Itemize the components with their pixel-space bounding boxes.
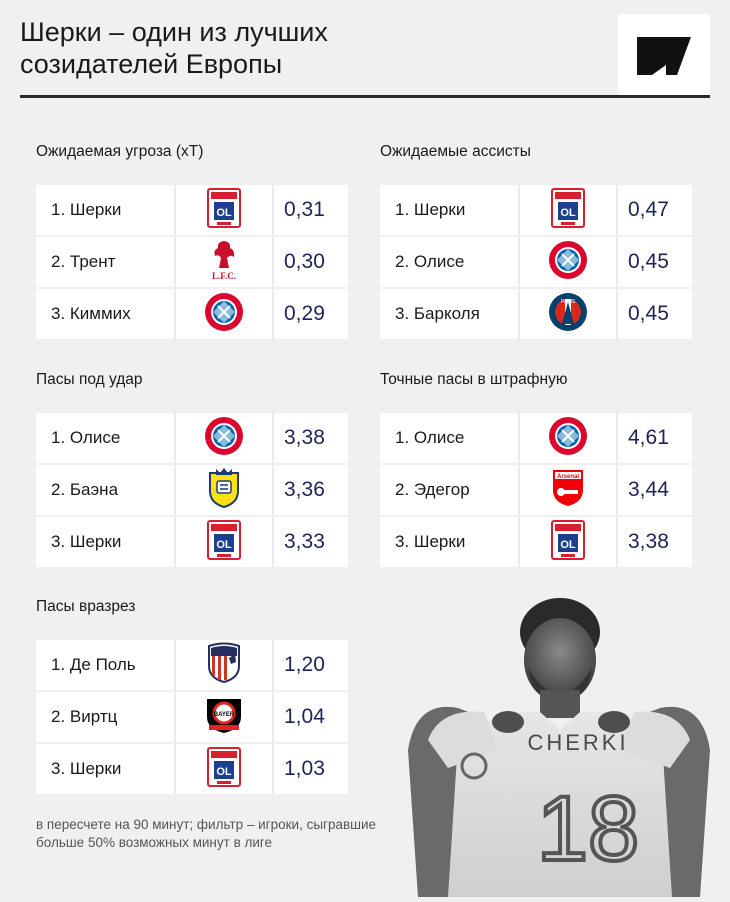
player-name: 1. Де Поль [51,655,136,674]
footnote: в пересчете на 90 минут; фильтр – игроки… [36,817,377,850]
table-row: 1. Олисе 3,38 [36,413,348,463]
club-cell: OL [174,185,274,235]
page-title: Шерки – один из лучших созидателей Европ… [20,17,328,79]
svg-text:PARIS: PARIS [561,299,576,305]
stat-value: 3,33 [284,530,325,553]
club-cell: OL [518,185,618,235]
svg-text:OL: OL [216,766,232,778]
club-cell: L.F.C. [174,237,274,287]
player-name: 3. Шерки [51,532,122,551]
liverpool-logo: L.F.C. [209,238,239,287]
table-row: 2. Эдегор Arsenal 3,44 [380,465,692,515]
villarreal-logo [206,467,242,514]
section-title-box-passes: Точные пасы в штрафную [380,371,568,388]
bayern-logo [548,240,588,285]
stat-value: 4,61 [628,426,669,449]
club-cell: OL [174,744,274,794]
bayern-logo [548,416,588,461]
stat-value: 3,36 [284,478,325,501]
svg-text:Arsenal: Arsenal [557,474,579,480]
stat-value: 0,29 [284,302,325,325]
section-title-xa: Ожидаемые ассисты [380,143,531,160]
brand-logo-icon [637,37,691,75]
stat-value: 0,45 [628,302,669,325]
stat-value: 3,38 [628,530,669,553]
brand-logo [618,14,710,98]
bayern-logo [204,292,244,337]
stat-value: 0,45 [628,250,669,273]
table-row: 3. Шерки OL 1,03 [36,744,348,794]
stat-value: 0,30 [284,250,325,273]
stat-value: 0,31 [284,198,325,221]
player-name: 3. Барколя [395,304,480,323]
player-name: 1. Олисе [51,428,121,447]
club-cell [174,413,274,463]
club-cell [518,237,618,287]
section-title-xt: Ожидаемая угроза (xT) [36,143,204,160]
stat-value: 3,44 [628,478,669,501]
table-row: 2. Баэна 3,36 [36,465,348,515]
stat-value: 0,47 [628,198,669,221]
player-name: 2. Эдегор [395,480,470,499]
table-row: 3. Шерки OL 3,33 [36,517,348,567]
svg-text:OL: OL [216,207,232,219]
svg-text:L.F.C.: L.F.C. [212,271,236,281]
svg-text:OL: OL [216,539,232,551]
section-title-shot-passes: Пасы под удар [36,371,143,388]
player-name: 2. Олисе [395,252,465,271]
player-name: 1. Шерки [51,200,122,219]
arsenal-logo: Arsenal [551,468,585,513]
shirt-number: 18 [537,778,639,880]
shirt-name: CHERKI [527,730,628,755]
bayern-logo [204,416,244,461]
lyon-logo: OL [207,746,241,792]
club-cell [174,289,274,339]
table-row: 3. Киммих 0,29 [36,289,348,339]
table-row: 3. Шерки OL 3,38 [380,517,692,567]
table-row: 2. Виртц BAYER 1,04 [36,692,348,742]
player-name: 2. Трент [51,252,116,271]
header-divider [20,95,710,98]
psg-logo: PARIS [548,292,588,337]
stat-value: 1,04 [284,705,325,728]
club-cell: BAYER [174,692,274,742]
player-name: 2. Виртц [51,707,118,726]
stat-value: 3,38 [284,426,325,449]
player-name: 3. Киммих [51,304,131,323]
table-row: 2. Олисе 0,45 [380,237,692,287]
club-cell [174,465,274,515]
player-photo: CHERKI 18 [388,590,730,897]
svg-text:OL: OL [560,539,576,551]
club-cell: Arsenal [518,465,618,515]
stat-value: 1,03 [284,757,325,780]
lyon-logo: OL [551,519,585,565]
lyon-logo: OL [551,187,585,233]
club-cell: PARIS [518,289,618,339]
svg-text:OL: OL [560,207,576,219]
club-cell: OL [518,517,618,567]
table-row: 1. Шерки OL 0,47 [380,185,692,235]
player-name: 3. Шерки [395,532,466,551]
lyon-logo: OL [207,519,241,565]
player-name: 3. Шерки [51,759,122,778]
table-row: 1. Олисе 4,61 [380,413,692,463]
club-cell [174,640,274,690]
player-name: 2. Баэна [51,480,119,499]
header: Шерки – один из лучших созидателей Европ… [20,14,710,98]
svg-text:BAYER: BAYER [214,712,235,718]
table-row: 1. Шерки OL 0,31 [36,185,348,235]
lyon-logo: OL [207,187,241,233]
table-row: 2. Трент L.F.C. 0,30 [36,237,348,287]
club-cell: OL [174,517,274,567]
table-row: 3. Барколя PARIS 0,45 [380,289,692,339]
club-cell [518,413,618,463]
table-row: 1. Де Поль 1,20 [36,640,348,690]
player-name: 1. Олисе [395,428,465,447]
section-title-through-balls: Пасы вразрез [36,598,136,615]
stat-value: 1,20 [284,653,325,676]
leverkusen-logo: BAYER [203,695,245,740]
atletico-logo [207,642,241,689]
player-name: 1. Шерки [395,200,466,219]
